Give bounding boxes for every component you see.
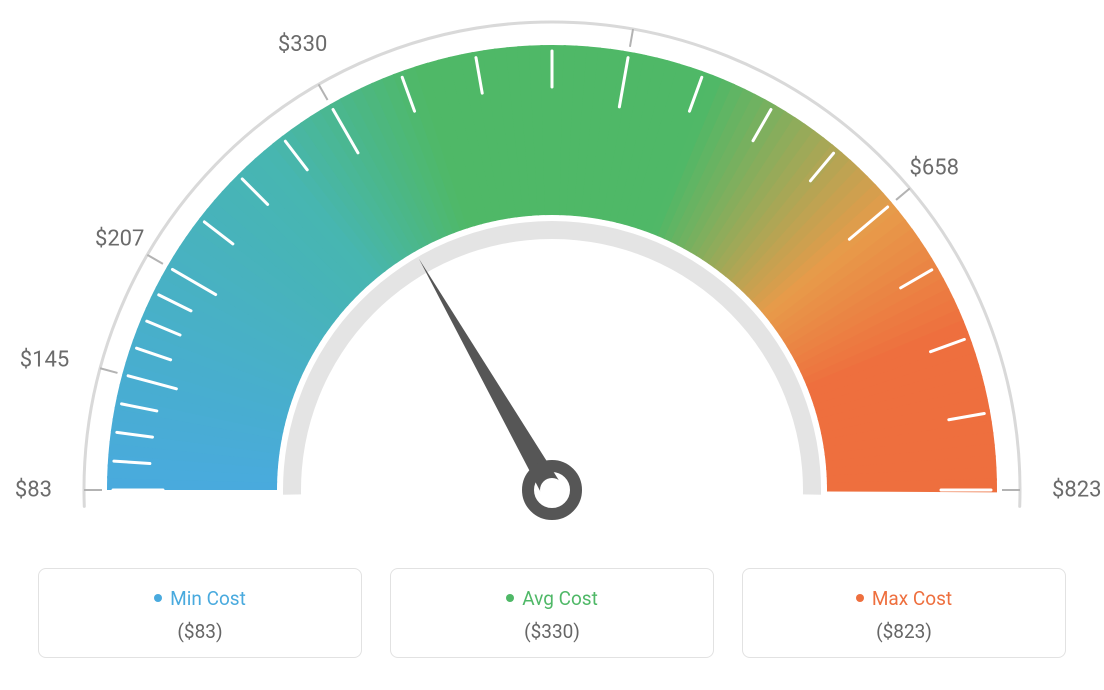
legend-min-value: ($83) bbox=[51, 620, 349, 643]
gauge-svg bbox=[0, 0, 1104, 560]
gauge-tick-label: $658 bbox=[910, 155, 959, 180]
legend-max-value: ($823) bbox=[755, 620, 1053, 643]
gauge-tick-label: $83 bbox=[15, 478, 52, 503]
gauge-tick-label: $207 bbox=[95, 226, 144, 251]
gauge-tick-label: $330 bbox=[278, 32, 327, 57]
legend-card-min: Min Cost ($83) bbox=[38, 568, 362, 658]
legend-min-label: Min Cost bbox=[51, 587, 349, 610]
gauge-chart: $83$145$207$330$494$658$823 bbox=[0, 0, 1104, 560]
legend-card-avg: Avg Cost ($330) bbox=[390, 568, 714, 658]
legend-avg-value: ($330) bbox=[403, 620, 701, 643]
legend-card-max: Max Cost ($823) bbox=[742, 568, 1066, 658]
legend-avg-label: Avg Cost bbox=[403, 587, 701, 610]
gauge-tick-label: $823 bbox=[1052, 478, 1101, 503]
legend-max-label: Max Cost bbox=[755, 587, 1053, 610]
gauge-tick-label: $145 bbox=[20, 347, 69, 372]
legend-row: Min Cost ($83) Avg Cost ($330) Max Cost … bbox=[0, 568, 1104, 658]
